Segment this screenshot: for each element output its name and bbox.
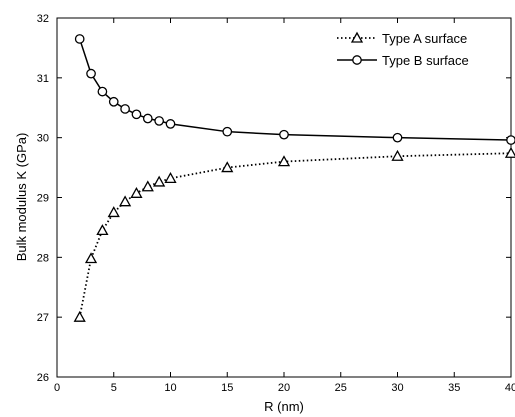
y-tick-label: 29 <box>37 193 49 205</box>
y-axis-label: Bulk modulus K (GPa) <box>14 133 29 262</box>
tick-labels: 0 5 10 15 20 25 30 35 40 26 27 28 29 30 31 32 <box>37 13 515 394</box>
data-point <box>277 155 291 167</box>
data-point <box>279 129 289 140</box>
x-tick-label: 0 <box>54 382 60 394</box>
data-point <box>120 104 130 114</box>
data-point <box>118 195 132 207</box>
y-tick-label: 28 <box>37 252 49 264</box>
series-layer <box>73 34 515 322</box>
legend: Type A surface Type B surface <box>337 31 469 68</box>
data-point <box>96 224 109 236</box>
data-point <box>164 172 177 184</box>
data-point <box>222 126 233 137</box>
data-point <box>84 252 98 264</box>
data-point <box>165 119 176 129</box>
data-point <box>153 175 166 187</box>
y-tick-label: 26 <box>37 372 49 384</box>
y-tick-label: 27 <box>37 312 49 324</box>
data-point <box>392 132 403 143</box>
x-tick-label: 20 <box>278 382 290 394</box>
x-tick-label: 15 <box>221 382 233 394</box>
data-point <box>141 180 154 192</box>
data-point <box>154 116 164 126</box>
y-tick-label: 31 <box>37 73 49 85</box>
data-point <box>86 68 96 79</box>
series-1 <box>74 34 515 145</box>
legend-label: Type A surface <box>382 31 467 46</box>
legend-marker <box>350 31 364 43</box>
series-0 <box>73 146 515 322</box>
tick-marks <box>56 17 512 378</box>
legend-entry: Type B surface <box>337 53 469 68</box>
data-point <box>131 109 142 120</box>
x-tick-label: 30 <box>391 382 403 394</box>
data-point <box>74 34 85 44</box>
data-point <box>221 161 234 173</box>
data-point <box>142 113 153 124</box>
data-point <box>391 149 404 161</box>
legend-entry: Type A surface <box>337 31 467 46</box>
data-point <box>130 186 143 198</box>
y-tick-label: 30 <box>37 133 49 145</box>
x-tick-label: 5 <box>111 382 117 394</box>
x-tick-label: 10 <box>164 382 176 394</box>
x-axis-label: R (nm) <box>264 399 304 414</box>
legend-marker <box>352 55 362 65</box>
x-tick-label: 40 <box>505 382 515 394</box>
data-point <box>97 86 108 97</box>
y-tick-label: 32 <box>37 13 49 25</box>
x-tick-label: 25 <box>335 382 347 394</box>
data-point <box>73 310 86 322</box>
data-point <box>504 146 515 158</box>
data-point <box>506 135 515 145</box>
data-point <box>108 96 119 107</box>
x-tick-label: 35 <box>448 382 460 394</box>
legend-label: Type B surface <box>382 53 469 68</box>
data-point <box>107 206 120 218</box>
